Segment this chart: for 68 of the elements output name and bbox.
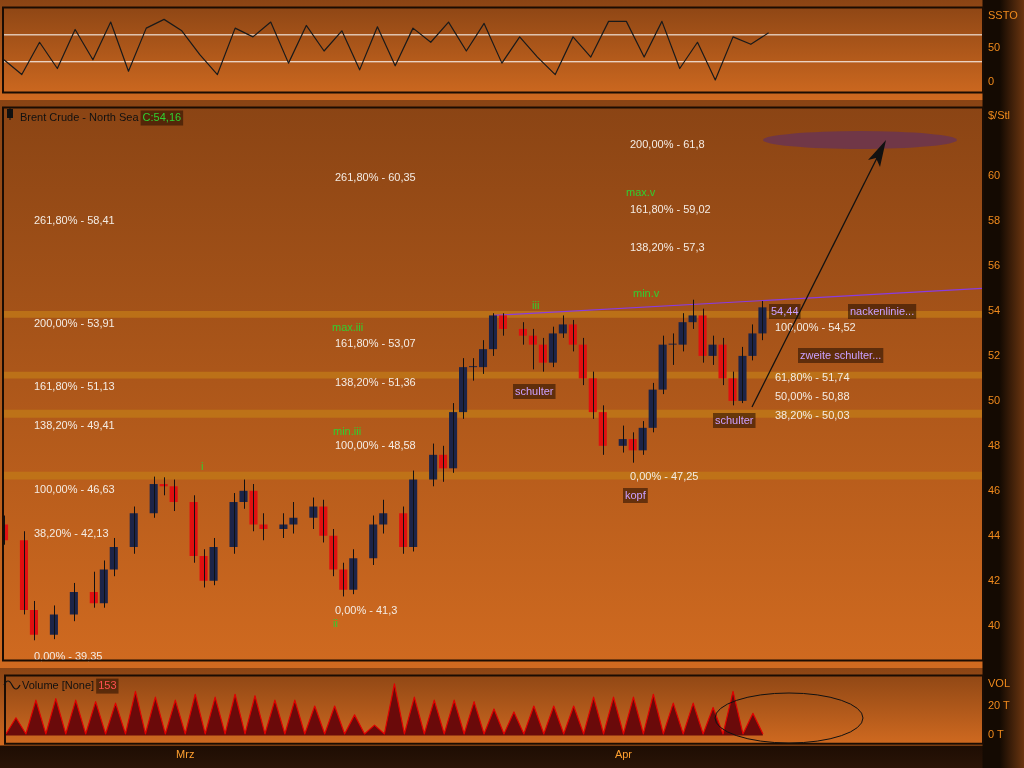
annotation: schulter [515, 384, 554, 397]
annotation: 61,80% - 51,74 [775, 370, 850, 383]
annotation: 138,20% - 57,3 [630, 240, 705, 253]
annotation: max.v [626, 185, 656, 198]
y-axis-title: VOL [988, 677, 1011, 690]
annotation: 100,00% - 48,58 [335, 438, 416, 451]
annotation: 161,80% - 59,02 [630, 202, 711, 215]
y-tick-label: 40 [988, 618, 1001, 631]
annotation: 261,80% - 58,41 [34, 213, 115, 226]
y-tick-label: 58 [988, 214, 1001, 227]
x-tick-label: Mrz [176, 748, 195, 761]
y-tick-label: 54 [988, 303, 1001, 316]
chart-title: Volume [None] [22, 679, 95, 692]
annotation: min.iii [333, 424, 362, 437]
y-tick-label: 44 [988, 528, 1001, 541]
annotation: 54,44 [771, 304, 799, 317]
y-tick-label: 0 [988, 75, 995, 88]
y-tick-label: 60 [988, 169, 1001, 182]
annotation: i [201, 459, 204, 472]
annotation: 261,80% - 60,35 [335, 170, 416, 183]
candlestick [49, 604, 58, 640]
annotation: 200,00% - 53,91 [34, 316, 115, 329]
annotation: 50,00% - 50,88 [775, 389, 850, 402]
annotation: 200,00% - 61,8 [630, 137, 705, 150]
annotation: 0,00% - 39,35 [34, 649, 103, 662]
y-tick-label: 42 [988, 573, 1001, 586]
y-axis-title: $/Stl [988, 109, 1011, 122]
candlestick [718, 337, 727, 386]
annotation: 161,80% - 51,13 [34, 379, 115, 392]
chart-title: Brent Crude - North Sea [20, 111, 140, 124]
annotation: max.iii [332, 320, 364, 333]
candlestick [339, 562, 348, 597]
y-tick-label: 50 [988, 41, 1001, 54]
y-tick-label: 48 [988, 438, 1001, 451]
candlestick [728, 371, 737, 406]
y-tick-label: 20 T [988, 699, 1011, 712]
annotation: 161,80% - 53,07 [335, 336, 416, 349]
annotation: C:54,16 [142, 111, 182, 124]
annotation: 138,20% - 51,36 [335, 375, 416, 388]
annotation: 0,00% - 41,3 [335, 603, 398, 616]
candlestick [498, 312, 508, 337]
annotation: 153 [98, 679, 117, 692]
annotation: schulter [715, 413, 754, 426]
candlestick [748, 323, 757, 361]
annotation: 100,00% - 46,63 [34, 482, 115, 495]
candlestick [249, 483, 258, 532]
annotation: zweite schulter... [800, 348, 882, 361]
candlestick [568, 319, 577, 352]
y-tick-label: 52 [988, 348, 1001, 361]
candlestick [229, 492, 238, 555]
x-tick-label: Apr [614, 748, 633, 761]
annotation: iii [532, 298, 540, 311]
annotation: 138,20% - 49,41 [34, 418, 115, 431]
annotation: 0,00% - 47,25 [630, 469, 699, 482]
y-axis-title: SSTO [988, 9, 1019, 22]
annotation: kopf [625, 488, 647, 501]
y-tick-label: 56 [988, 259, 1001, 271]
candlestick [379, 499, 388, 534]
annotation: 38,20% - 42,13 [34, 526, 109, 539]
candlestick [239, 479, 248, 510]
candlestick [738, 346, 747, 404]
y-tick-label: 46 [988, 483, 1001, 496]
annotation: min.v [633, 286, 660, 299]
annotation: 38,20% - 50,03 [775, 408, 850, 421]
annotation: nackenlinie... [850, 304, 915, 317]
y-tick-label: 50 [988, 393, 1001, 406]
y-tick-label: 0 T [988, 728, 1004, 741]
annotation: ii [333, 616, 338, 629]
